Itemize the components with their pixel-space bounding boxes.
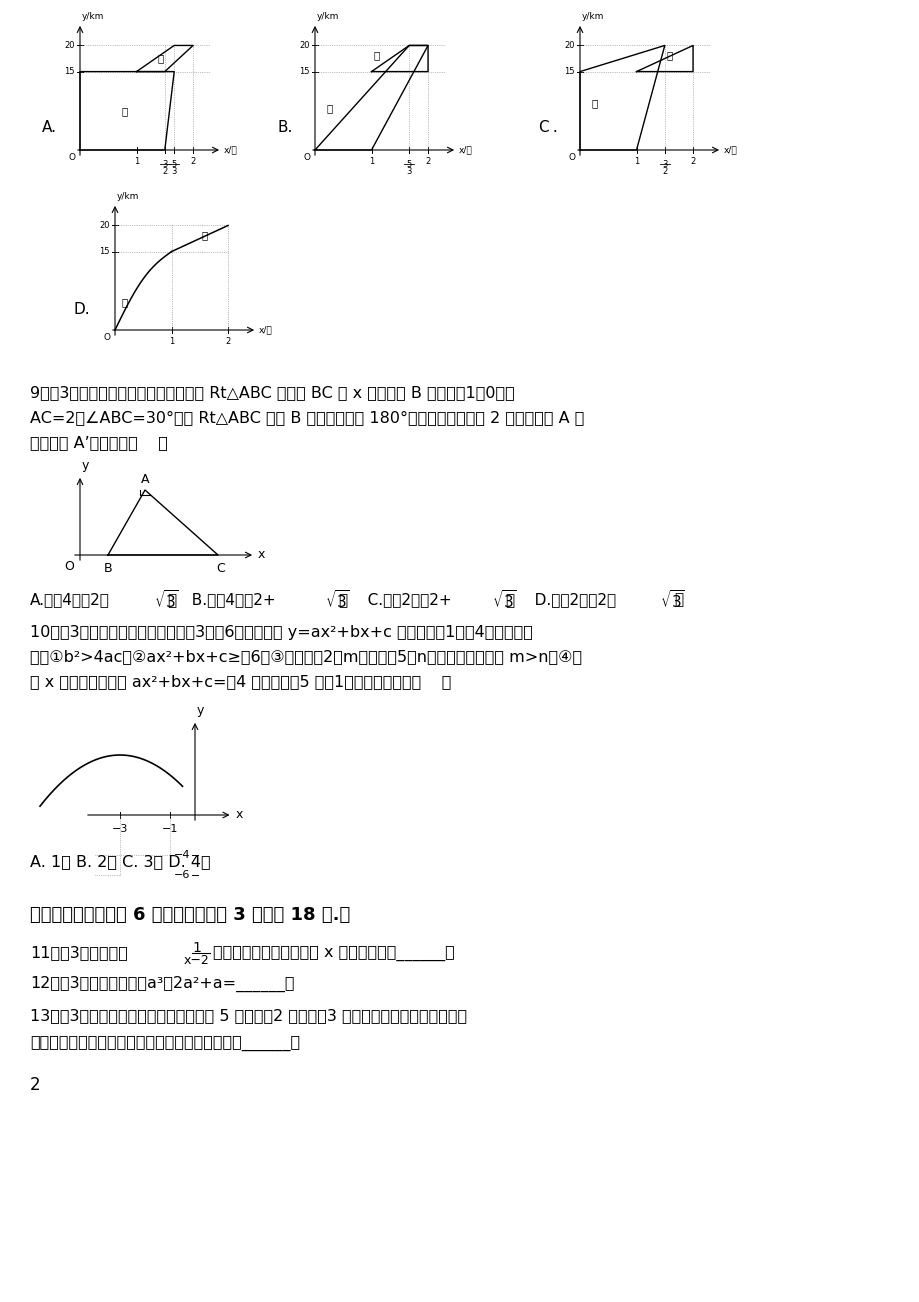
Text: 3: 3 [662, 160, 667, 169]
Text: O: O [69, 154, 76, 161]
Text: 乙: 乙 [121, 105, 128, 116]
Text: 13．（3分）在一个不透明的布袋中装有 5 个红球，2 个白球，3 个黄球，它们除了颜色外其余: 13．（3分）在一个不透明的布袋中装有 5 个红球，2 个白球，3 个黄球，它们… [30, 1009, 467, 1023]
Text: O: O [64, 560, 74, 573]
Text: y: y [82, 460, 89, 473]
Text: −1: −1 [162, 824, 178, 835]
Text: 1: 1 [134, 158, 139, 165]
Text: 2: 2 [190, 158, 196, 165]
Text: 11．（3分）若分式: 11．（3分）若分式 [30, 945, 128, 961]
Text: 20: 20 [564, 40, 574, 49]
Text: C: C [538, 121, 548, 135]
Text: $\sqrt{3}$: $\sqrt{3}$ [153, 589, 178, 611]
Text: $\sqrt{3}$: $\sqrt{3}$ [492, 589, 516, 611]
Text: x: x [257, 548, 265, 561]
Text: x/时: x/时 [259, 326, 272, 335]
Text: y/km: y/km [117, 191, 139, 201]
Text: 2: 2 [225, 337, 231, 346]
Text: D.: D. [74, 302, 91, 318]
Text: 1: 1 [169, 337, 174, 346]
Text: 1: 1 [192, 941, 201, 954]
Text: 2: 2 [162, 167, 167, 176]
Text: 2: 2 [662, 167, 666, 176]
Text: y/km: y/km [82, 12, 104, 21]
Text: ）: ） [674, 592, 683, 608]
Text: 乙: 乙 [121, 298, 128, 307]
Text: 15: 15 [64, 68, 75, 76]
Text: 9．（3分）如图，在平面直角坐标系中 Rt△ABC 的斜边 BC 在 x 轴上，点 B 坐标为（1，0），: 9．（3分）如图，在平面直角坐标系中 Rt△ABC 的斜边 BC 在 x 轴上，… [30, 385, 515, 401]
Text: 20: 20 [300, 40, 310, 49]
Text: 15: 15 [300, 68, 310, 76]
Text: 1: 1 [369, 158, 374, 165]
Text: 15: 15 [564, 68, 574, 76]
Text: A: A [141, 473, 149, 486]
Text: A.: A. [42, 121, 57, 135]
Text: 3: 3 [162, 160, 167, 169]
Text: 20: 20 [64, 40, 75, 49]
Text: 15: 15 [99, 247, 110, 256]
Text: 甲: 甲 [373, 51, 380, 60]
Text: $\sqrt{3}$: $\sqrt{3}$ [659, 589, 684, 611]
Text: ）   B.（－4，－2+: ） B.（－4，－2+ [168, 592, 276, 608]
Text: A. 1个 B. 2个 C. 3个 D. 4个: A. 1个 B. 2个 C. 3个 D. 4个 [30, 854, 210, 870]
Text: y/km: y/km [317, 12, 339, 21]
Text: 20: 20 [99, 221, 110, 230]
Text: x/时: x/时 [459, 146, 472, 155]
Text: x/时: x/时 [723, 146, 737, 155]
Text: −6: −6 [174, 870, 190, 880]
Text: 2: 2 [689, 158, 695, 165]
Text: 二、填空题（本大题 6 个小题，每小题 3 分，共 18 分.）: 二、填空题（本大题 6 个小题，每小题 3 分，共 18 分.） [30, 906, 350, 924]
Text: −4: −4 [174, 850, 190, 861]
Text: 的对应点 A’的坐标为（    ）: 的对应点 A’的坐标为（ ） [30, 435, 167, 450]
Text: x: x [235, 809, 243, 822]
Text: x−2: x−2 [184, 953, 210, 966]
Text: 甲: 甲 [201, 230, 208, 241]
Text: y/km: y/km [582, 12, 604, 21]
Text: A.（－4，－2－: A.（－4，－2－ [30, 592, 109, 608]
Text: y: y [197, 704, 204, 717]
Text: 甲: 甲 [666, 51, 672, 60]
Text: O: O [568, 154, 575, 161]
Text: 论：①b²>4ac；②ax²+bx+c≥－6；③若点（－2，m），（－5，n）在抛物线上，则 m>n；④关: 论：①b²>4ac；②ax²+bx+c≥－6；③若点（－2，m），（－5，n）在… [30, 650, 582, 664]
Text: ）    C.（－2，－2+: ） C.（－2，－2+ [338, 592, 451, 608]
Text: 12．（3分）分解因式：a³－2a²+a=______．: 12．（3分）分解因式：a³－2a²+a=______． [30, 976, 294, 992]
Text: 5: 5 [406, 160, 412, 169]
Text: 乙: 乙 [591, 98, 597, 108]
Text: 于 x 的一元二次方程 ax²+bx+c=－4 的两根为－5 和－1，其中正确的有（    ）: 于 x 的一元二次方程 ax²+bx+c=－4 的两根为－5 和－1，其中正确的… [30, 674, 451, 690]
Text: O: O [104, 333, 111, 342]
Text: 在实数范围内有意义，则 x 的取値范围是______．: 在实数范围内有意义，则 x 的取値范围是______． [213, 945, 454, 961]
Text: 2: 2 [30, 1075, 40, 1094]
Text: 1: 1 [633, 158, 639, 165]
Text: B: B [104, 562, 112, 575]
Text: 乙: 乙 [326, 103, 333, 113]
Text: x/时: x/时 [223, 146, 237, 155]
Text: 都相同，从袋中任意摸出一个球，是黄球的概率为______．: 都相同，从袋中任意摸出一个球，是黄球的概率为______． [30, 1035, 300, 1051]
Text: AC=2，∠ABC=30°，把 Rt△ABC 先绕 B 点顺时针旋转 180°，然后再向下平移 2 个单位，则 A 点: AC=2，∠ABC=30°，把 Rt△ABC 先绕 B 点顺时针旋转 180°，… [30, 410, 584, 426]
Text: 3: 3 [171, 167, 176, 176]
Text: B.: B. [278, 121, 293, 135]
Text: 5: 5 [171, 160, 176, 169]
Text: O: O [303, 154, 311, 161]
Text: $\sqrt{3}$: $\sqrt{3}$ [324, 589, 349, 611]
Text: 10．（3分）如图，已知顶点为（－3，－6）的抛物线 y=ax²+bx+c 经过点（－1，－4），下列结: 10．（3分）如图，已知顶点为（－3，－6）的抛物线 y=ax²+bx+c 经过… [30, 625, 532, 639]
Text: C: C [216, 562, 225, 575]
Text: 3: 3 [406, 167, 412, 176]
Text: ）    D.（－2，－2－: ） D.（－2，－2－ [505, 592, 616, 608]
Text: 2: 2 [425, 158, 430, 165]
Text: 甲: 甲 [157, 53, 164, 64]
Text: .: . [548, 121, 557, 135]
Text: −3: −3 [112, 824, 128, 835]
